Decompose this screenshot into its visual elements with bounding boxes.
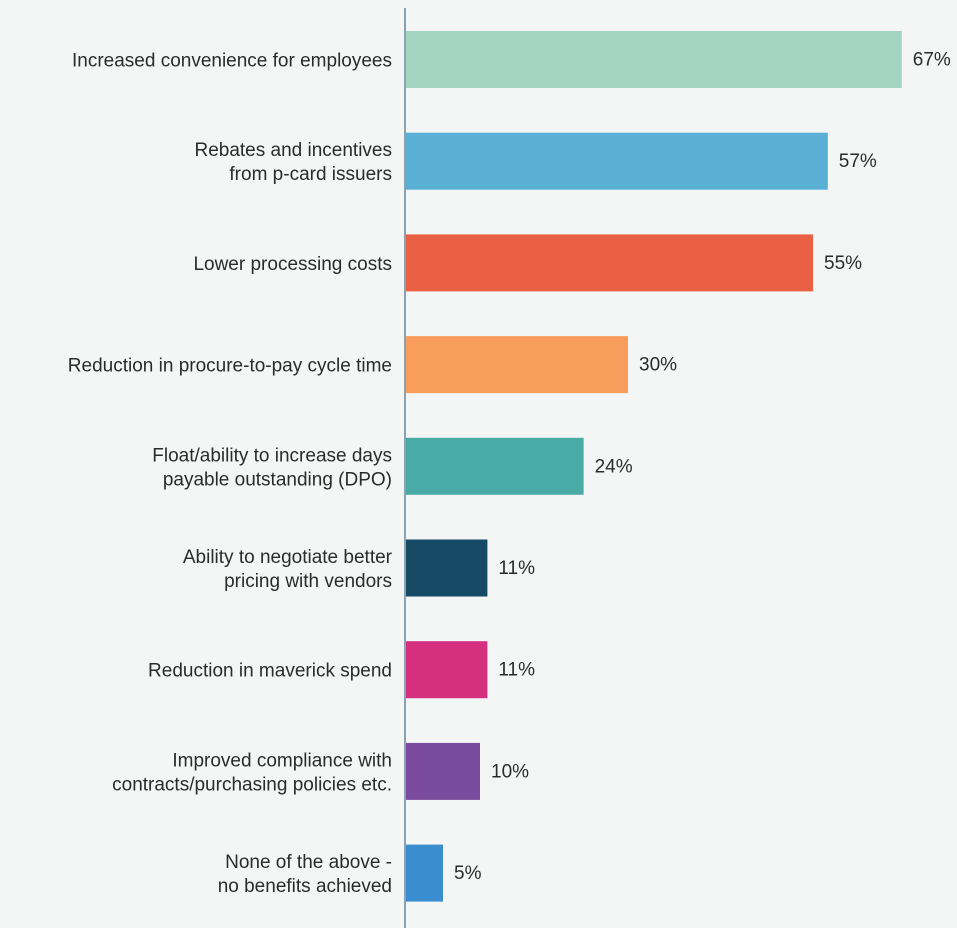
value-label-7: 11% [498,660,535,681]
category-label-7: Reduction in maverick spend [148,661,392,682]
category-label-8: Improved compliance with contracts/purcha… [112,750,392,795]
value-label-1: 67% [913,50,951,71]
bar-3 [406,234,813,292]
value-labels: 67% 57% 55% 30% 24% 11% 11% 10% 5% [454,50,951,885]
category-label-6: Ability to negotiate better pricing with … [183,547,393,592]
bar-7 [406,641,488,699]
category-label-3: Lower processing costs [193,254,392,275]
bar-4 [406,336,628,394]
bar-2 [406,132,828,190]
bar-9 [406,844,443,902]
category-label-4: Reduction in procure-to-pay cycle time [68,356,392,377]
category-label-1: Increased convenience for employees [72,51,392,72]
value-label-9: 5% [454,863,482,884]
value-label-4: 30% [639,355,677,376]
bars [406,31,902,902]
category-labels: Increased convenience for employees Rebat… [68,51,393,898]
bar-1 [406,31,902,88]
value-label-3: 55% [824,253,862,274]
category-label-2: Rebates and incentives from p-card issuer… [194,140,392,185]
bar-6 [406,539,488,597]
category-label-5: Float/ability to increase days payable ou… [152,445,392,490]
category-label-9: None of the above -no benefits achieved [218,852,392,897]
bar-5 [406,437,584,495]
value-label-2: 57% [839,151,877,172]
bar-8 [406,742,480,800]
value-label-6: 11% [498,558,535,579]
value-label-8: 10% [491,761,529,782]
value-label-5: 24% [595,456,633,477]
